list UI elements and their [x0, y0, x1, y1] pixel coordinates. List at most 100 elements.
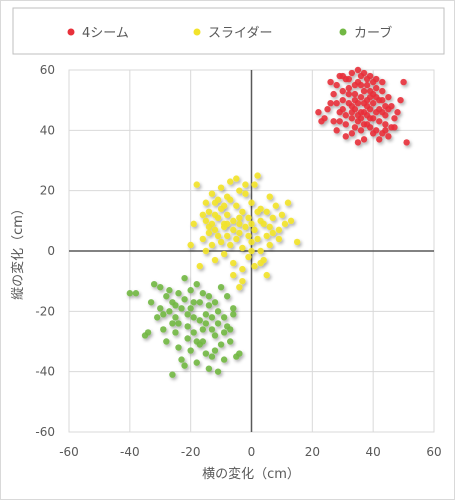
data-point	[160, 326, 167, 333]
data-point	[373, 75, 380, 83]
data-point	[208, 314, 216, 321]
data-point	[199, 326, 207, 333]
data-point	[251, 226, 258, 234]
data-point	[385, 106, 392, 113]
series-2	[126, 274, 243, 378]
data-point	[211, 256, 219, 264]
tick-labels: -60 -40 -20 0 20 40 60 -60 -40 -20 0 20 40 60	[35, 63, 441, 459]
data-point	[223, 211, 231, 218]
data-point	[163, 293, 170, 300]
data-point	[184, 311, 191, 318]
data-point	[242, 190, 249, 197]
data-point	[251, 181, 258, 188]
data-point	[214, 196, 222, 203]
legend-label-4seam: 4シーム	[82, 26, 129, 41]
data-point	[248, 247, 255, 255]
data-point	[263, 208, 270, 215]
data-point	[339, 72, 346, 80]
data-point	[284, 199, 292, 206]
data-point	[214, 232, 222, 240]
data-point	[196, 299, 203, 306]
data-point	[193, 280, 200, 288]
data-point	[236, 350, 243, 357]
y-tick-label: -60	[35, 425, 55, 439]
data-point	[227, 326, 234, 333]
data-point	[369, 130, 377, 137]
data-point	[327, 99, 334, 107]
data-point	[318, 118, 325, 125]
data-point	[245, 232, 252, 240]
data-point	[220, 314, 228, 321]
data-point	[263, 232, 270, 240]
data-point	[330, 118, 337, 125]
data-point	[254, 172, 261, 179]
data-point	[202, 217, 210, 225]
y-axis-title: 縦の変化（cm）	[10, 202, 26, 300]
x-tick-label: -40	[120, 445, 140, 459]
data-point	[354, 99, 362, 107]
data-point	[348, 69, 356, 77]
data-point	[339, 96, 346, 104]
data-point	[205, 302, 213, 309]
data-point	[257, 259, 264, 267]
data-point	[202, 311, 210, 318]
data-point	[202, 320, 210, 327]
data-point	[379, 109, 386, 116]
data-point	[193, 181, 200, 188]
data-point	[178, 305, 185, 312]
data-point	[327, 78, 334, 86]
y-tick-label: 40	[40, 123, 55, 137]
data-point	[217, 238, 225, 246]
legend: 4シーム スライダー カーブ	[12, 7, 445, 55]
data-point	[275, 235, 283, 243]
data-point	[223, 220, 231, 228]
data-point	[190, 314, 197, 321]
data-point	[333, 81, 340, 89]
data-point	[157, 305, 164, 312]
data-point	[242, 223, 249, 231]
data-point	[351, 81, 359, 89]
data-point	[211, 211, 219, 218]
data-point	[369, 99, 377, 107]
data-point	[354, 66, 362, 74]
data-point	[360, 136, 368, 143]
x-tick-label: 20	[305, 445, 320, 459]
data-point	[357, 93, 365, 101]
y-tick-label: -20	[35, 304, 55, 318]
data-point	[376, 136, 383, 143]
data-point	[342, 133, 349, 140]
data-point	[275, 226, 283, 234]
data-point	[382, 121, 389, 128]
data-point	[150, 280, 158, 288]
x-tick-label: 0	[248, 445, 256, 459]
data-point	[400, 78, 407, 86]
data-point	[360, 87, 368, 95]
data-point	[169, 299, 176, 306]
data-point	[357, 127, 365, 134]
data-point	[223, 193, 231, 200]
series-0	[315, 66, 410, 146]
data-point	[220, 202, 228, 209]
data-point	[248, 220, 255, 228]
data-point	[190, 299, 197, 306]
data-point	[211, 347, 219, 354]
data-point	[236, 229, 243, 237]
data-point	[196, 317, 203, 324]
data-point	[230, 217, 237, 225]
data-point	[336, 109, 343, 116]
data-point	[199, 235, 207, 243]
data-point	[333, 127, 340, 134]
data-point	[214, 320, 222, 327]
data-point	[199, 290, 207, 297]
data-point	[227, 178, 234, 185]
data-point	[236, 284, 243, 291]
data-point	[373, 84, 380, 92]
data-point	[385, 93, 392, 101]
data-point	[281, 220, 289, 228]
data-point	[336, 118, 343, 125]
data-point	[269, 229, 276, 237]
data-point	[187, 287, 194, 294]
data-point	[184, 323, 191, 330]
data-point	[342, 112, 349, 119]
